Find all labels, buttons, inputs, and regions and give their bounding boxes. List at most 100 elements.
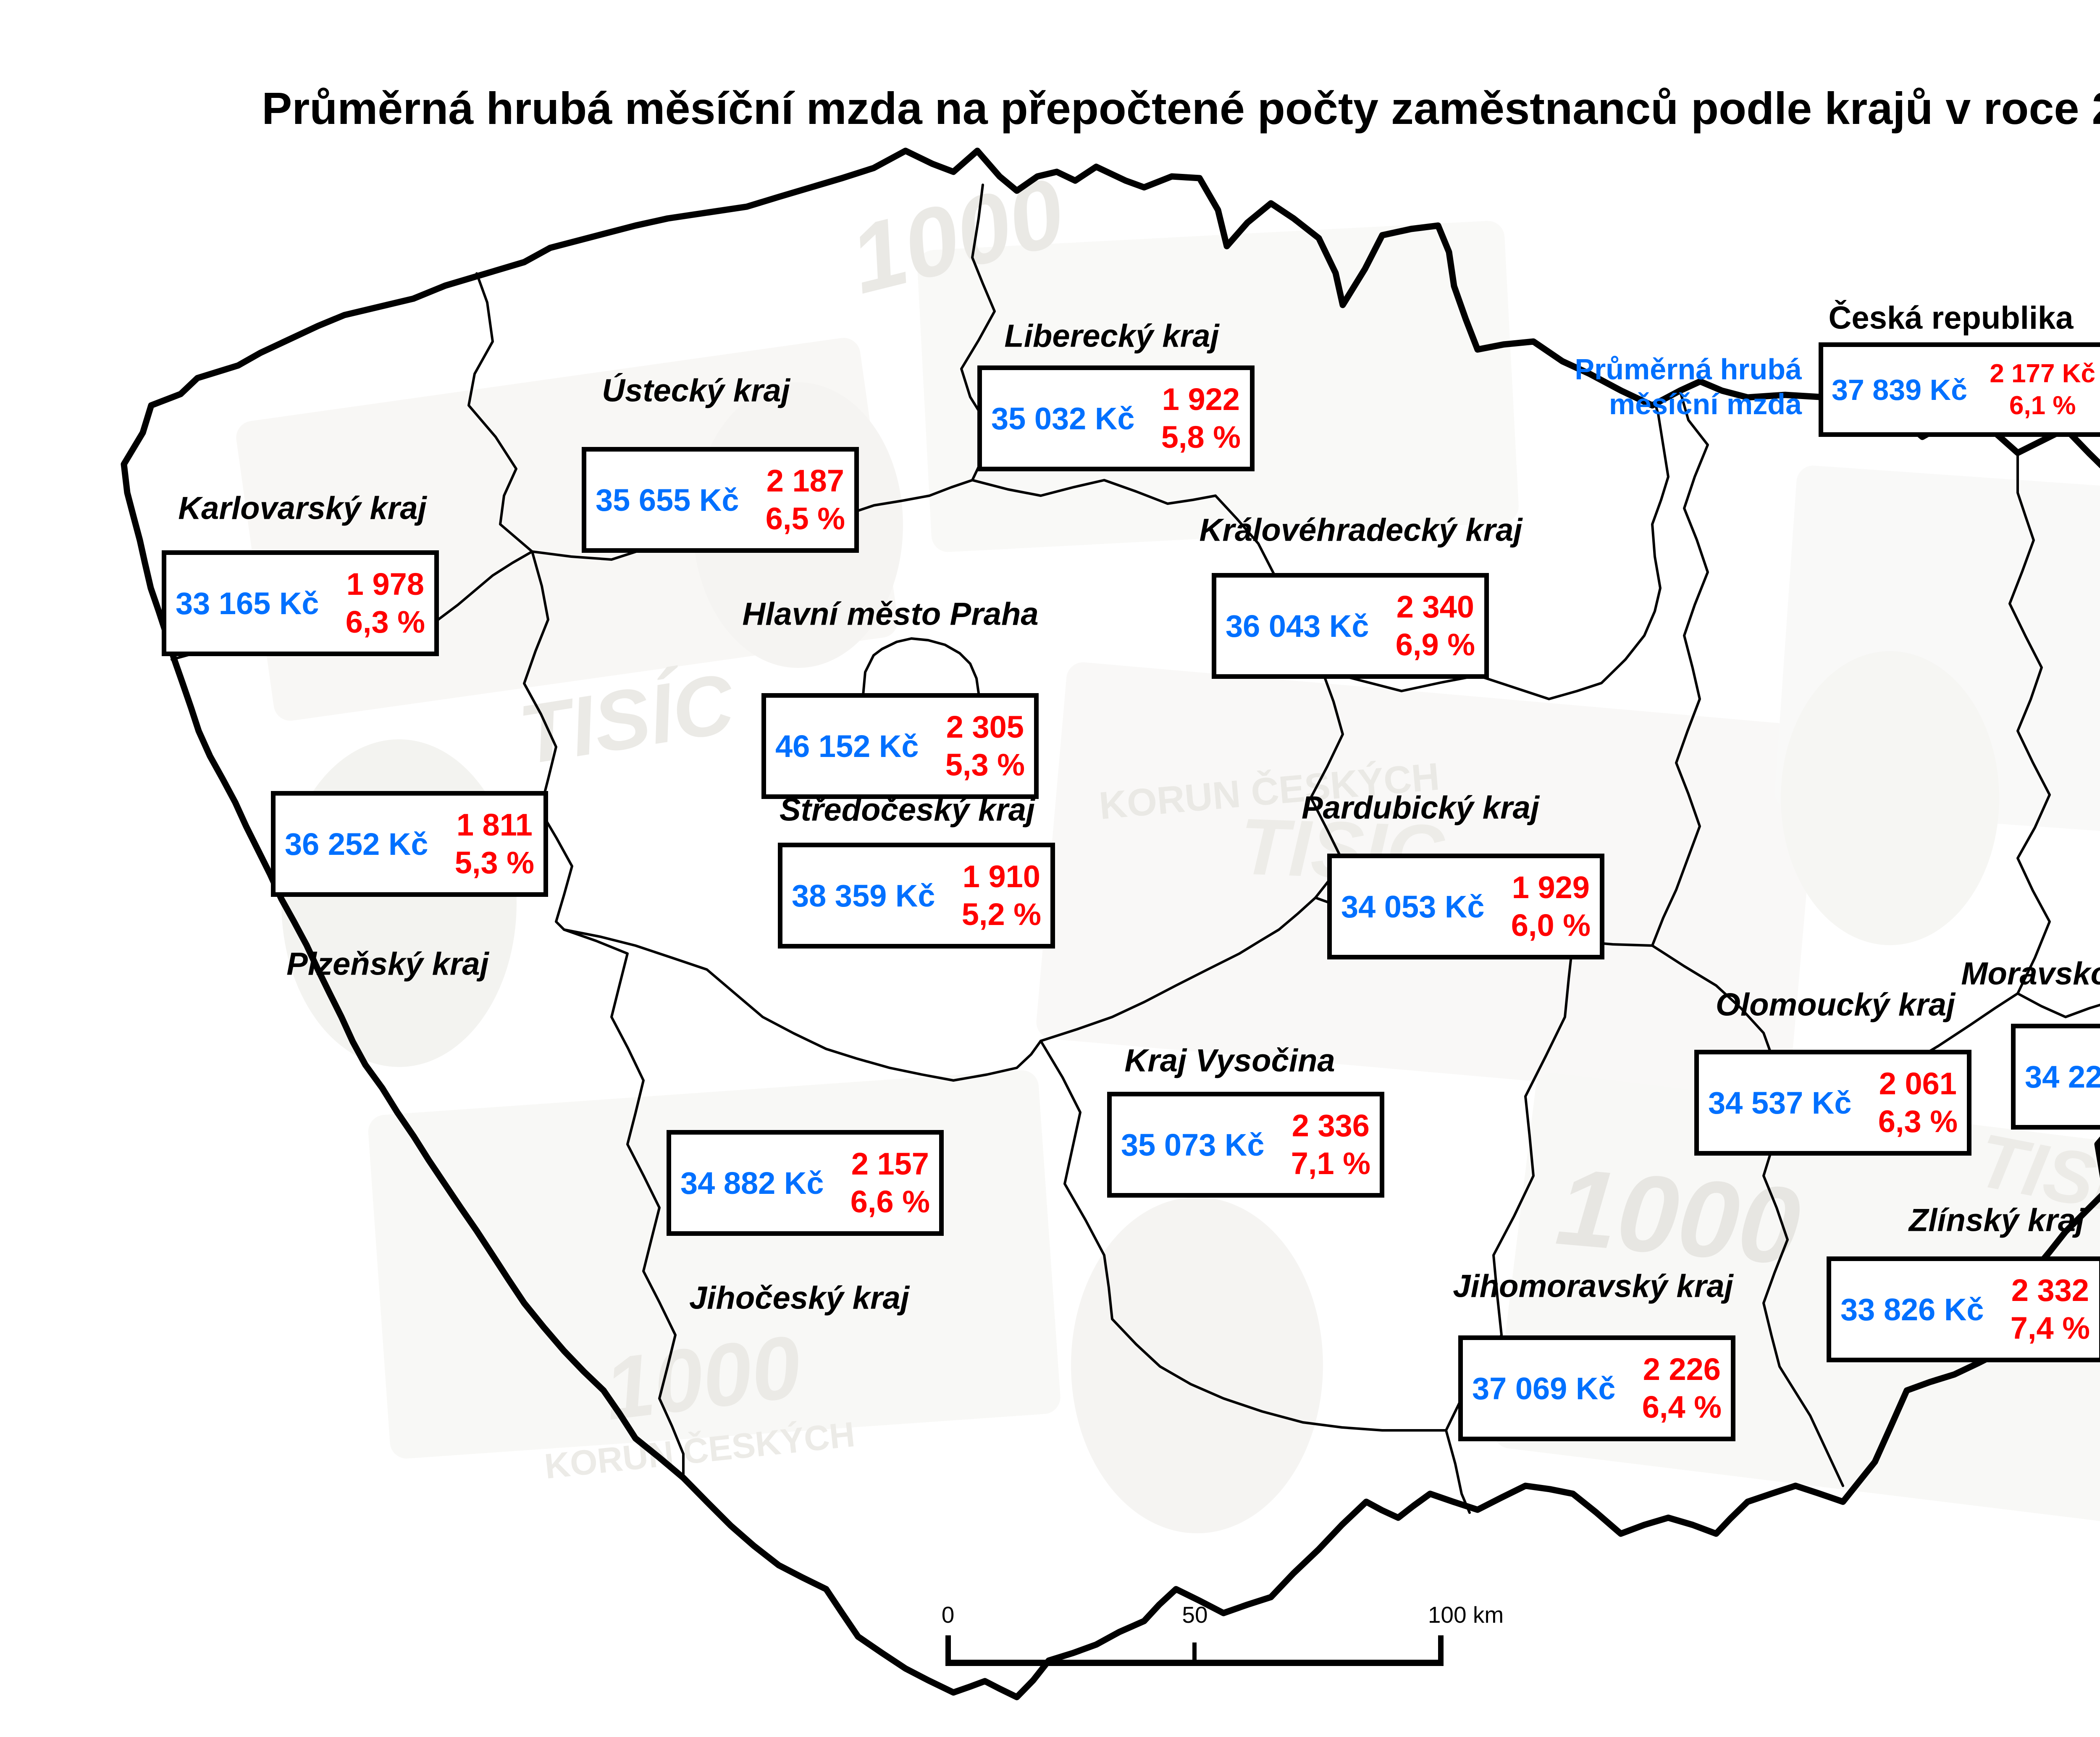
wage-value: 46 152 Kč	[775, 728, 919, 764]
region-label-kralovehradecky: Královéhradecký kraj	[1199, 512, 1522, 548]
wage-value: 35 032 Kč	[991, 401, 1135, 436]
wage-value: 36 043 Kč	[1226, 608, 1369, 644]
growth-value: 2 177 Kč 6,1 %	[1990, 358, 2095, 421]
growth-pct: 5,3 %	[945, 747, 1025, 782]
growth-abs: 2 305	[946, 709, 1024, 744]
region-label-pardubicky: Pardubický kraj	[1301, 790, 1540, 826]
growth-abs: 2 332	[2011, 1272, 2089, 1308]
value-box-liberecky: 35 032 Kč 1 922 5,8 %	[977, 365, 1255, 471]
svg-text:1000: 1000	[599, 1317, 806, 1438]
region-label-stredocesky: Středočeský kraj	[779, 792, 1035, 828]
growth-pct: 6,1 %	[2009, 391, 2076, 420]
growth-pct: 6,3 %	[1878, 1104, 1958, 1139]
growth-abs: 1 929	[1512, 870, 1590, 905]
region-label-praha: Hlavní město Praha	[742, 596, 1039, 632]
region-label-liberecky: Liberecký kraj	[1004, 318, 1219, 354]
growth-pct: 6,3 %	[345, 604, 425, 639]
growth-value: 1 929 6,0 %	[1511, 869, 1591, 945]
wage-value: 34 053 Kč	[1341, 889, 1485, 924]
region-label-moravskoslezsky: Moravskoslezský kraj	[1961, 956, 2100, 992]
growth-value: 2 061 6,3 %	[1878, 1065, 1958, 1141]
growth-abs: 2 226	[1643, 1351, 1721, 1387]
growth-abs: 1 910	[962, 859, 1040, 894]
growth-pct: 6,4 %	[1642, 1390, 1722, 1424]
growth-pct: 5,8 %	[1161, 420, 1241, 455]
wage-value: 37 839 Kč	[1832, 373, 1968, 406]
region-label-plzensky: Plzeňský kraj	[286, 946, 489, 982]
region-label-karlovarsky: Karlovarský kraj	[178, 490, 427, 526]
wage-value: 34 882 Kč	[680, 1165, 824, 1201]
region-label-zlinsky: Zlínský kraj	[1908, 1202, 2085, 1238]
growth-value: 1 811 5,3 %	[455, 806, 534, 882]
region-label-ustecky: Ústecký kraj	[602, 373, 790, 409]
growth-pct: 5,2 %	[961, 897, 1041, 932]
growth-value: 2 187 6,5 %	[766, 462, 845, 538]
growth-abs: 2 157	[851, 1146, 929, 1181]
legend-wage-label-line1: Průměrná hrubá	[1575, 353, 1802, 386]
growth-value: 1 910 5,2 %	[962, 858, 1041, 934]
legend-country-title: Česká republika	[1828, 300, 2074, 336]
growth-abs: 2 187	[766, 463, 844, 498]
growth-abs: 2 340	[1396, 589, 1474, 624]
region-label-jihomoravsky: Jihomoravský kraj	[1453, 1268, 1733, 1304]
growth-pct: 7,1 %	[1291, 1146, 1370, 1181]
svg-text:1000: 1000	[1552, 1146, 1804, 1288]
value-box-praha: 46 152 Kč 2 305 5,3 %	[761, 693, 1039, 799]
growth-value: 1 978 6,3 %	[346, 565, 425, 641]
region-label-olomoucky: Olomoucký kraj	[1715, 987, 1956, 1023]
wage-value: 35 655 Kč	[596, 482, 739, 518]
scale-tick-middle	[1192, 1642, 1197, 1666]
growth-pct: 6,0 %	[1511, 908, 1591, 943]
growth-abs: 1 922	[1162, 381, 1240, 417]
legend-value-box: 37 839 Kč 2 177 Kč 6,1 %	[1819, 342, 2100, 437]
growth-value: 1 922 5,8 %	[1161, 381, 1241, 457]
scale-label-100: 100 km	[1428, 1602, 1504, 1628]
growth-value: 2 226 6,4 %	[1642, 1351, 1722, 1427]
growth-value: 2 332 7,4 %	[2011, 1272, 2090, 1348]
wage-value: 33 165 Kč	[176, 586, 319, 621]
wage-value: 33 826 Kč	[1840, 1292, 1984, 1327]
value-box-kralovehradecky: 36 043 Kč 2 340 6,9 %	[1212, 573, 1489, 679]
value-box-pardubicky: 34 053 Kč 1 929 6,0 %	[1327, 854, 1604, 959]
growth-abs: 2 177 Kč	[1990, 359, 2095, 388]
wage-value: 38 359 Kč	[792, 878, 935, 913]
wage-value: 34 537 Kč	[1708, 1085, 1852, 1120]
scale-bar-line	[945, 1660, 1444, 1666]
scale-tick-left	[945, 1635, 951, 1666]
wage-value: 35 073 Kč	[1121, 1127, 1265, 1162]
legend-wage-label: Průměrná hrubá měsíční mzda	[1495, 352, 1802, 421]
growth-pct: 5,3 %	[454, 845, 534, 880]
value-box-ustecky: 35 655 Kč 2 187 6,5 %	[582, 447, 859, 553]
value-box-karlovarsky: 33 165 Kč 1 978 6,3 %	[162, 550, 439, 656]
growth-abs: 2 061	[1879, 1066, 1957, 1101]
value-box-plzensky: 36 252 Kč 1 811 5,3 %	[271, 791, 548, 897]
growth-pct: 6,9 %	[1395, 627, 1475, 662]
growth-pct: 6,5 %	[765, 501, 845, 536]
scale-tick-right	[1438, 1635, 1444, 1666]
growth-pct: 7,4 %	[2010, 1311, 2090, 1345]
growth-pct: 6,6 %	[850, 1184, 930, 1219]
value-box-zlinsky: 33 826 Kč 2 332 7,4 %	[1827, 1256, 2100, 1362]
growth-value: 2 157 6,6 %	[850, 1145, 930, 1221]
scale-label-50: 50	[1182, 1602, 1208, 1628]
growth-value: 2 305 5,3 %	[945, 708, 1025, 784]
page-title: Průměrná hrubá měsíční mzda na přepočten…	[262, 83, 2100, 134]
value-box-olomoucky: 34 537 Kč 2 061 6,3 %	[1694, 1050, 1971, 1156]
value-box-jihomoravsky: 37 069 Kč 2 226 6,4 %	[1458, 1335, 1735, 1441]
value-box-stredocesky: 38 359 Kč 1 910 5,2 %	[778, 843, 1055, 949]
value-box-vysocina: 35 073 Kč 2 336 7,1 %	[1107, 1092, 1384, 1198]
scale-label-0: 0	[941, 1602, 955, 1628]
value-box-moravskoslezsky: 34 223 Kč 2 135 6,7 %	[2011, 1024, 2100, 1130]
wage-value: 34 223 Kč	[2025, 1059, 2100, 1094]
region-boundaries	[171, 184, 2100, 1514]
wage-value: 36 252 Kč	[285, 826, 428, 862]
growth-value: 2 336 7,1 %	[1291, 1107, 1370, 1183]
value-box-jihocesky: 34 882 Kč 2 157 6,6 %	[667, 1130, 944, 1236]
growth-abs: 1 811	[456, 807, 533, 842]
growth-abs: 1 978	[346, 566, 424, 602]
wage-value: 37 069 Kč	[1472, 1371, 1616, 1406]
legend-wage-label-line2: měsíční mzda	[1609, 387, 1802, 420]
region-label-jihocesky: Jihočeský kraj	[689, 1280, 909, 1316]
region-label-vysocina: Kraj Vysočina	[1124, 1043, 1335, 1079]
